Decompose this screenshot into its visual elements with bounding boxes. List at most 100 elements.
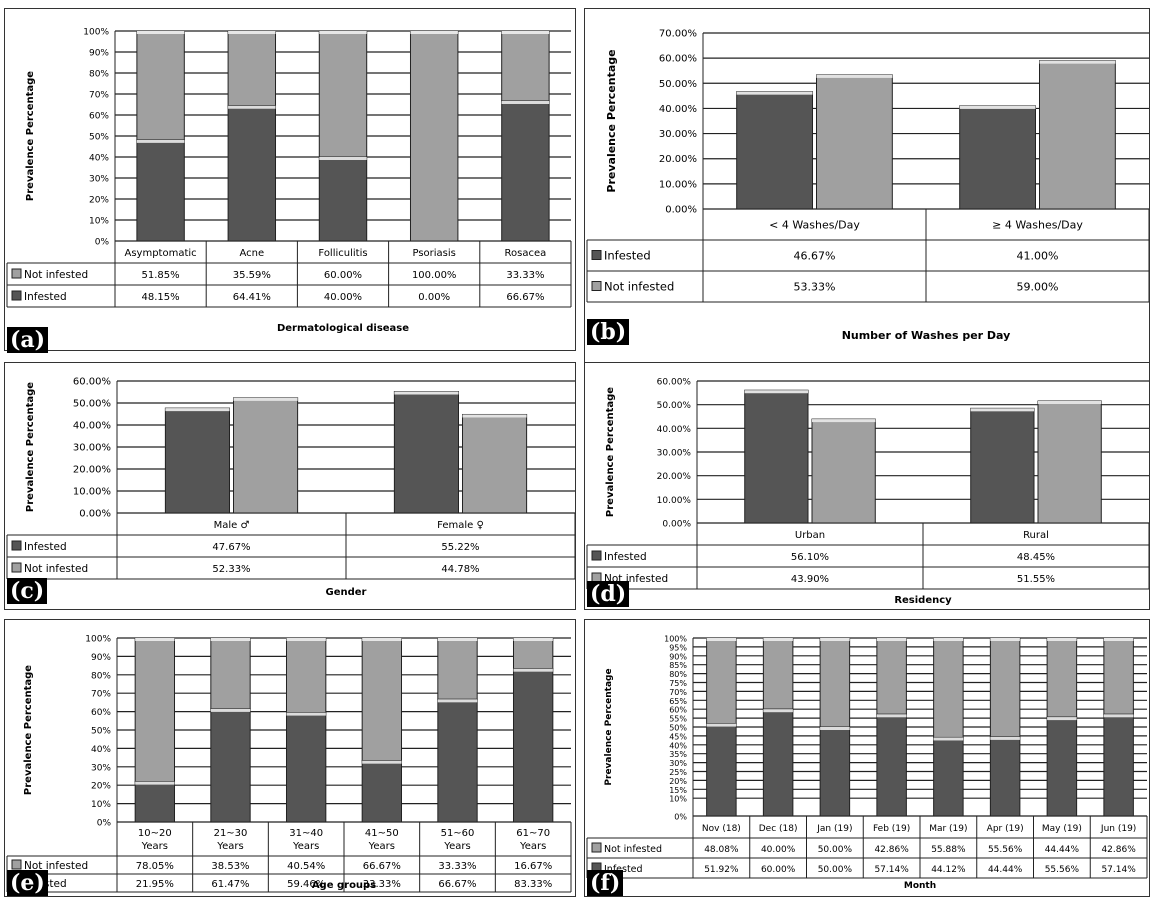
data-label: 40.00%	[324, 292, 362, 303]
panel-c: 0.00% 10.00% 20.00% 30.00% 40.00% 50.00% 60.00…	[4, 362, 576, 610]
bar-mid-highlight	[135, 781, 175, 785]
y-tick-label: 100%	[85, 635, 111, 645]
y-tick-label: 85%	[669, 661, 687, 670]
legend-key	[11, 540, 22, 551]
panel-b: 0.00% 10.00% 20.00% 30.00% 40.00% 50.00% 60.00…	[584, 8, 1150, 364]
category-label: May (19)	[1042, 824, 1082, 834]
category-label: 41~50	[365, 828, 399, 839]
bar-not-infested	[409, 30, 459, 242]
y-tick-label: 40%	[89, 154, 109, 164]
data-label: 50.00%	[818, 845, 853, 855]
y-tick-label: 80%	[669, 670, 687, 679]
bar-mid-highlight	[362, 760, 402, 764]
bar-top-highlight	[812, 419, 876, 423]
bar-top-highlight	[970, 408, 1034, 412]
y-tick-label: 60.00%	[657, 378, 692, 388]
y-tick-label: 70%	[91, 690, 111, 700]
y-tick-label: 30%	[669, 759, 687, 768]
data-label: 78.05%	[136, 861, 174, 872]
category-label: Mar (19)	[929, 824, 967, 834]
data-label: 83.33%	[514, 879, 552, 890]
bar-infested	[501, 100, 550, 242]
bar-mid-highlight	[228, 105, 276, 109]
legend-key	[11, 859, 22, 870]
bar-not-infested	[1103, 637, 1134, 715]
category-label: Acne	[239, 248, 264, 259]
data-label: 51.92%	[704, 865, 739, 875]
category-label: 51~60	[441, 828, 475, 839]
category-label: Rural	[1023, 530, 1049, 541]
y-tick-label: 90%	[89, 49, 109, 59]
bar-mid-highlight	[210, 708, 251, 712]
legend-label: Infested	[604, 864, 643, 875]
legend-key	[591, 250, 602, 260]
y-tick-label: 75%	[669, 679, 687, 688]
data-label: 50.00%	[818, 865, 853, 875]
bar-infested	[1103, 713, 1134, 817]
data-label: 66.67%	[363, 861, 401, 872]
bar-infested	[1046, 716, 1078, 817]
data-label: 41.00%	[1017, 250, 1059, 263]
y-tick-label: 60%	[91, 708, 111, 718]
bar-mid-highlight	[319, 157, 367, 160]
legend-label: Not infested	[24, 563, 88, 575]
y-tick-label: 100%	[83, 28, 109, 38]
bar-not-infested	[437, 637, 478, 700]
y-tick-label: 35%	[669, 750, 687, 759]
y-tick-label: 10.00%	[659, 179, 697, 190]
bar-top-highlight	[362, 638, 402, 641]
y-tick-label: 30%	[89, 175, 109, 185]
bar-not-infested	[762, 637, 794, 710]
data-label: 57.14%	[1101, 865, 1136, 875]
chart-svg: 0% 10% 20% 30% 40% 50% 60% 70% 80% 90% 100% Prevale…	[6, 28, 572, 334]
bar-top-highlight	[410, 31, 458, 34]
data-label: 57.14%	[874, 865, 909, 875]
bar-not-infested	[816, 74, 893, 210]
data-label: 44.78%	[441, 564, 479, 575]
chart-svg: 0.00% 10.00% 20.00% 30.00% 40.00% 50.00% 60.00…	[6, 377, 575, 598]
chart-svg: 0.00% 10.00% 20.00% 30.00% 40.00% 50.00% 60.00…	[586, 29, 1149, 342]
data-label: 66.67%	[506, 292, 544, 303]
y-tick-label: 95%	[669, 643, 687, 652]
legend-key	[11, 562, 22, 573]
bar-infested	[164, 407, 231, 514]
bar-not-infested	[134, 637, 176, 783]
bar-infested	[318, 156, 368, 242]
y-tick-label: 50%	[91, 727, 111, 737]
data-label: 44.44%	[988, 865, 1023, 875]
bar-top-highlight	[1047, 638, 1077, 641]
bar-infested	[989, 736, 1021, 817]
data-label: 46.67%	[794, 250, 836, 263]
category-label: Jan (19)	[816, 824, 852, 834]
panel-d: 0.00% 10.00% 20.00% 30.00% 40.00% 50.00% 60.00…	[584, 362, 1150, 610]
bar-not-infested	[318, 30, 368, 158]
bar-mid-highlight	[876, 714, 907, 718]
bar-top-highlight	[228, 31, 276, 34]
category-label: 61~70	[516, 828, 550, 839]
data-label: 42.86%	[1101, 845, 1136, 855]
data-label: 40.54%	[287, 861, 325, 872]
legend-key	[591, 842, 602, 853]
y-tick-label: 50.00%	[659, 79, 697, 90]
bar-not-infested	[876, 637, 907, 715]
y-axis-title: Prevalence Percentage	[25, 71, 36, 201]
panel-e: 0% 10% 20% 30% 40% 50% 60% 70% 80% 90% 100% Prevale…	[4, 619, 576, 897]
category-label: Male ♂	[214, 520, 250, 531]
bar-mid-highlight	[437, 699, 478, 703]
bar-infested	[970, 407, 1035, 524]
bar-infested	[959, 105, 1036, 210]
category-label: Rosacea	[505, 248, 547, 259]
data-label: 44.12%	[931, 865, 966, 875]
y-tick-label: 30.00%	[657, 449, 692, 459]
bar-top-highlight	[394, 391, 459, 395]
y-tick-label: 60%	[89, 112, 109, 122]
data-label: 48.45%	[1017, 552, 1055, 563]
data-label: 16.67%	[514, 861, 552, 872]
y-tick-label: 50.00%	[657, 401, 692, 411]
bar-infested	[706, 723, 737, 817]
bar-mid-highlight	[1103, 714, 1134, 718]
category-label: Years	[216, 841, 243, 852]
bar-top-highlight	[933, 638, 964, 641]
data-label: 59.46%	[287, 879, 325, 890]
category-label: Asymptomatic	[125, 248, 197, 259]
